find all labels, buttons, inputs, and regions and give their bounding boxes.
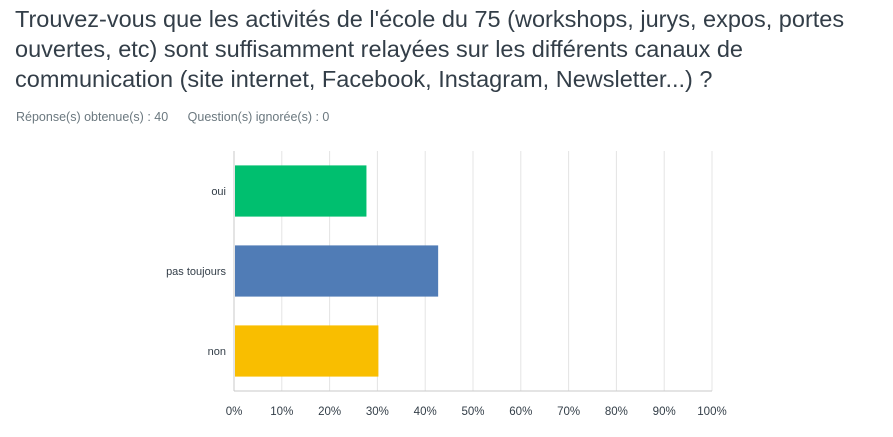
skipped-count: Question(s) ignorée(s) : 0 <box>187 110 330 124</box>
answered-count: Réponse(s) obtenue(s) : 40 <box>16 110 169 124</box>
x-tick-label: 70% <box>557 406 580 418</box>
x-tick-label: 10% <box>270 406 293 418</box>
x-tick-label: 60% <box>509 406 532 418</box>
bar <box>235 245 439 297</box>
x-tick-label: 90% <box>653 406 676 418</box>
axes <box>233 151 712 392</box>
category-label: oui <box>211 186 226 198</box>
bar <box>235 325 379 377</box>
x-tick-label: 30% <box>366 406 389 418</box>
bars <box>235 165 439 377</box>
x-tick-label: 50% <box>461 406 484 418</box>
x-tick-label: 20% <box>318 406 341 418</box>
category-label: pas toujours <box>166 266 226 278</box>
x-tick-label: 100% <box>697 406 726 418</box>
x-tick-label: 40% <box>414 406 437 418</box>
category-label: non <box>208 346 226 358</box>
bar <box>235 165 367 217</box>
x-tick-label: 80% <box>605 406 628 418</box>
x-tick-label: 0% <box>226 406 243 418</box>
question-title: Trouvez-vous que les activités de l'écol… <box>15 6 845 92</box>
response-stats: Réponse(s) obtenue(s) : 40 Question(s) i… <box>16 110 345 124</box>
labels: 0% 10% 20% 30% 40% 50% 60% 70% 80% 90% 100% oui pas … <box>166 186 727 418</box>
